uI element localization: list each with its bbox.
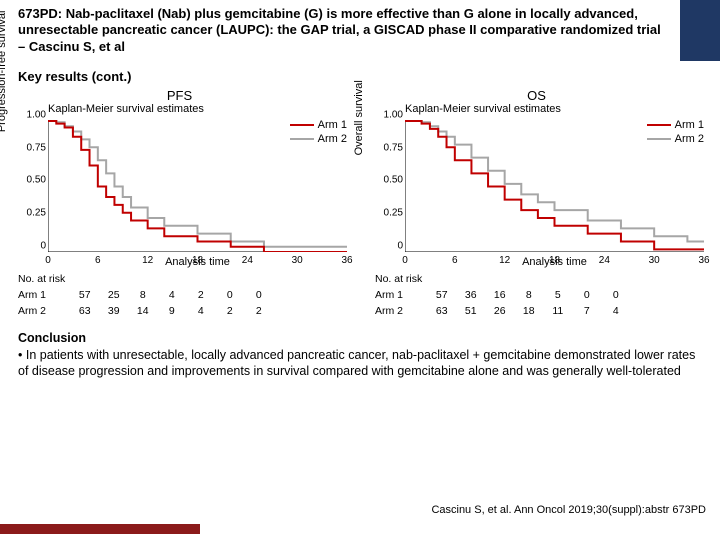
risk-value: 11 bbox=[544, 304, 571, 318]
risk-value: 57 bbox=[428, 288, 455, 302]
legend-line bbox=[290, 124, 314, 126]
header-title: 673PD: Nab-paclitaxel (Nab) plus gemcita… bbox=[18, 6, 661, 54]
risk-value: 14 bbox=[129, 304, 156, 318]
risk-value: 0 bbox=[216, 288, 243, 302]
ytick: 0.25 bbox=[383, 208, 403, 219]
risk-value: 57 bbox=[71, 288, 98, 302]
os-chart-area: Kaplan-Meier survival estimates Overall … bbox=[363, 105, 710, 270]
os-title: OS bbox=[363, 88, 710, 103]
legend-line bbox=[647, 124, 671, 126]
os-chart-block: OS Kaplan-Meier survival estimates Overa… bbox=[363, 88, 710, 321]
pfs-chart-area: Kaplan-Meier survival estimates Progress… bbox=[6, 105, 353, 270]
citation: Cascinu S, et al. Ann Oncol 2019;30(supp… bbox=[431, 504, 706, 516]
conclusion-bullet: • In patients with unresectable, locally… bbox=[18, 347, 702, 380]
risk-arm-label: Arm 1 bbox=[16, 288, 69, 302]
risk-value: 51 bbox=[457, 304, 484, 318]
risk-value: 26 bbox=[486, 304, 513, 318]
risk-value: 5 bbox=[544, 288, 571, 302]
risk-label: No. at risk bbox=[16, 272, 69, 286]
conclusion: Conclusion • In patients with unresectab… bbox=[0, 320, 720, 383]
risk-value: 18 bbox=[515, 304, 542, 318]
os-risk-table: No. at riskArm 15736168500Arm 2635126181… bbox=[363, 270, 710, 321]
ytick: 0.50 bbox=[383, 175, 403, 186]
pfs-xlabel: Analysis time bbox=[48, 256, 347, 268]
slide-header: 673PD: Nab-paclitaxel (Nab) plus gemcita… bbox=[0, 0, 720, 61]
legend-line bbox=[290, 138, 314, 140]
legend: Arm 1 Arm 2 bbox=[290, 119, 347, 147]
legend-label: Arm 2 bbox=[675, 133, 704, 145]
risk-arm-label: Arm 2 bbox=[373, 304, 426, 318]
risk-value: 0 bbox=[245, 288, 272, 302]
risk-value: 0 bbox=[602, 288, 629, 302]
ytick: 0.25 bbox=[26, 208, 46, 219]
risk-value: 39 bbox=[100, 304, 127, 318]
legend-label: Arm 2 bbox=[318, 133, 347, 145]
risk-value: 0 bbox=[573, 288, 600, 302]
ytick: 0.50 bbox=[26, 175, 46, 186]
risk-value: 8 bbox=[515, 288, 542, 302]
legend-line bbox=[647, 138, 671, 140]
charts-row: PFS Kaplan-Meier survival estimates Prog… bbox=[0, 88, 720, 321]
ytick: 0 bbox=[383, 240, 403, 251]
os-ylabel: Overall survival bbox=[353, 80, 365, 155]
pfs-risk-table: No. at riskArm 1572584200Arm 26339149422 bbox=[6, 270, 353, 321]
risk-value: 2 bbox=[216, 304, 243, 318]
risk-value: 36 bbox=[457, 288, 484, 302]
pfs-ylabel: Progression-free survival bbox=[0, 11, 8, 133]
legend: Arm 1 Arm 2 bbox=[647, 119, 704, 147]
risk-value: 2 bbox=[245, 304, 272, 318]
footer-bar bbox=[0, 524, 200, 534]
conclusion-text: In patients with unresectable, locally a… bbox=[18, 348, 695, 378]
risk-value: 7 bbox=[573, 304, 600, 318]
risk-value: 25 bbox=[100, 288, 127, 302]
risk-value: 2 bbox=[187, 288, 214, 302]
risk-value: 16 bbox=[486, 288, 513, 302]
ytick: 0.75 bbox=[383, 142, 403, 153]
ytick: 0.75 bbox=[26, 142, 46, 153]
risk-value: 63 bbox=[71, 304, 98, 318]
os-xlabel: Analysis time bbox=[405, 256, 704, 268]
risk-value: 8 bbox=[129, 288, 156, 302]
legend-label: Arm 1 bbox=[318, 119, 347, 131]
risk-arm-label: Arm 2 bbox=[16, 304, 69, 318]
ytick: 1.00 bbox=[26, 109, 46, 120]
conclusion-title: Conclusion bbox=[18, 330, 702, 346]
risk-value: 4 bbox=[602, 304, 629, 318]
risk-value: 63 bbox=[428, 304, 455, 318]
risk-value: 4 bbox=[158, 288, 185, 302]
risk-label: No. at risk bbox=[373, 272, 426, 286]
pfs-chart-block: PFS Kaplan-Meier survival estimates Prog… bbox=[6, 88, 353, 321]
legend-label: Arm 1 bbox=[675, 119, 704, 131]
risk-value: 9 bbox=[158, 304, 185, 318]
ytick: 0 bbox=[26, 240, 46, 251]
risk-value: 4 bbox=[187, 304, 214, 318]
ytick: 1.00 bbox=[383, 109, 403, 120]
risk-arm-label: Arm 1 bbox=[373, 288, 426, 302]
pfs-title: PFS bbox=[6, 88, 353, 103]
